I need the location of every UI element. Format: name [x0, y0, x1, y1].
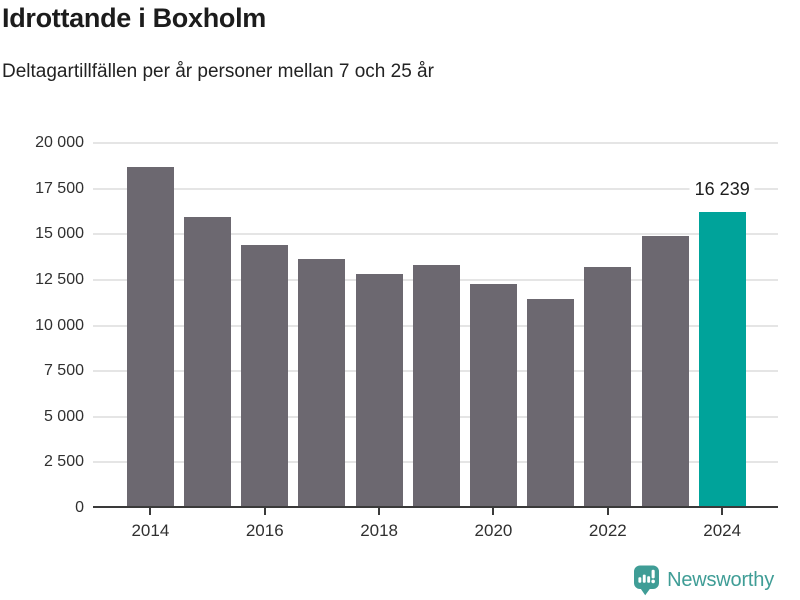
- bar-2023: [641, 236, 689, 507]
- bar-2015: [184, 216, 232, 507]
- page-title: Idrottande i Boxholm: [2, 3, 267, 33]
- newsworthy-logo-text: Newsworthy: [667, 569, 774, 591]
- x-axis-line: [93, 506, 778, 508]
- y-axis-label-10000: 10 000: [35, 316, 84, 334]
- bar-2024: [698, 211, 746, 507]
- bar-2021: [527, 299, 575, 507]
- newsworthy-logo-icon: [634, 565, 660, 596]
- bar-2017: [298, 258, 346, 507]
- gridline-15000: [93, 233, 778, 236]
- bar-2018: [355, 274, 403, 507]
- y-axis-label-0: 0: [75, 499, 84, 516]
- bar-2019: [412, 265, 460, 507]
- y-axis-label-15000: 15 000: [35, 225, 84, 243]
- y-axis-label-2500: 2 500: [43, 453, 84, 471]
- x-tick-2022: [606, 508, 609, 515]
- y-axis-label-20000: 20 000: [35, 134, 84, 151]
- x-tick-2018: [378, 508, 381, 515]
- x-axis-label-2014: 2014: [131, 521, 170, 540]
- x-axis-label-2024: 2024: [703, 521, 742, 540]
- y-axis-label-17500: 17 500: [35, 179, 84, 197]
- y-axis-label-7500: 7 500: [43, 362, 84, 380]
- y-axis-label-12500: 12 500: [35, 270, 84, 288]
- bar-2014: [126, 166, 174, 507]
- newsworthy-branding: Newsworthy: [633, 565, 774, 596]
- highlight-value-label: 16 239: [689, 177, 755, 200]
- x-tick-2016: [263, 508, 266, 515]
- x-tick-2024: [721, 508, 724, 515]
- bar-2016: [241, 245, 289, 507]
- x-axis-label-2018: 2018: [360, 521, 399, 540]
- x-tick-2020: [492, 508, 495, 515]
- x-axis-label-2016: 2016: [245, 521, 284, 540]
- x-axis-label-2020: 2020: [474, 521, 513, 540]
- x-axis-label-2022: 2022: [588, 521, 627, 540]
- bar-2020: [469, 283, 517, 507]
- y-axis-label-5000: 5 000: [43, 407, 84, 425]
- gridline-20000: [93, 142, 778, 144]
- x-tick-2014: [149, 508, 152, 515]
- gridline-17500: [93, 187, 778, 190]
- page-subtitle: Deltagartillfällen per år personer mella…: [2, 61, 434, 82]
- bar-2022: [584, 267, 632, 507]
